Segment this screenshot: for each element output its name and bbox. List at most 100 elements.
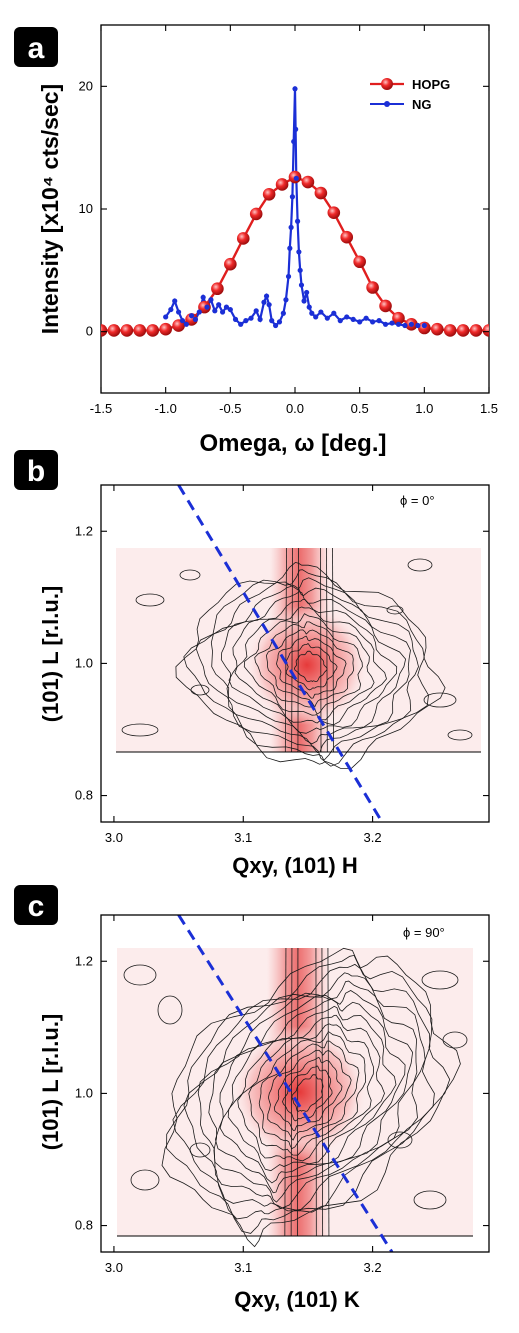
x-tick-label-a: -1.0 [154, 401, 176, 416]
ng-point [291, 138, 297, 145]
ng-point [216, 302, 222, 308]
dashed-guide-line-c [177, 915, 394, 1252]
hopg-point [275, 178, 289, 191]
x-tick-label-a: 0.5 [351, 401, 369, 416]
panel-b: b 3.0 3.1 3.2 0.8 1.0 1.2 ϕ = 0° Qxy, (101) H… [14, 450, 490, 878]
hopg-point [366, 281, 379, 294]
y-axis-label-b: (101) L [r.l.u.] [38, 586, 63, 723]
ng-point [298, 282, 305, 288]
x-tick-label-a: 1.5 [480, 401, 498, 416]
ng-point [370, 319, 376, 325]
hopg-point [211, 282, 224, 296]
y-tick-label-a: 20 [79, 78, 93, 93]
ng-point [196, 309, 202, 315]
ng-point [357, 319, 363, 325]
contour-lines-b [121, 547, 473, 769]
noise-contour [423, 692, 457, 708]
series-line-hopg [101, 175, 489, 332]
ridge-contour [326, 547, 328, 753]
ng-point [306, 304, 312, 310]
y-tick-label-a: 10 [79, 201, 93, 216]
ng-point [253, 308, 259, 314]
hopg-point [482, 324, 489, 337]
hopg-point [262, 187, 276, 201]
hopg-point [101, 324, 108, 337]
ng-point [363, 315, 369, 321]
ng-point [200, 294, 206, 300]
ng-point [301, 298, 307, 304]
y-tick-label-b: 0.8 [75, 788, 93, 803]
contour-ring [276, 635, 347, 699]
hopg-point [327, 206, 341, 219]
ng-point [283, 297, 289, 303]
ng-point [179, 318, 186, 324]
hopg-point [340, 230, 354, 244]
contour-ring [195, 577, 419, 762]
contour-ring [293, 650, 328, 683]
ng-point [257, 316, 263, 322]
y-tick-label-b: 1.2 [75, 523, 93, 538]
ng-point [318, 309, 324, 315]
hopg-point [120, 324, 134, 337]
hopg-point [456, 324, 470, 337]
ng-point [402, 322, 408, 329]
plot-area-a [101, 86, 489, 337]
panel-badge-c [14, 885, 58, 925]
ng-point [232, 316, 239, 322]
y-axis-label-a: Intensity [x10⁴ cts/sec] [37, 84, 63, 334]
panel-badge-a [14, 27, 58, 67]
ridge-contour [332, 547, 335, 753]
ng-point [350, 316, 356, 322]
contour-ring [265, 629, 355, 708]
panel-c: c 3.0 3.1 3.2 0.8 1.0 1.2 ϕ = 90° Qxy, (101) … [14, 885, 490, 1312]
ng-point [273, 322, 279, 329]
noise-contour [135, 593, 165, 607]
ng-point [287, 245, 293, 251]
phi-annotation-b: ϕ = 0° [400, 493, 435, 508]
x-tick-label-c: 3.0 [105, 1260, 123, 1275]
ridge-contour [284, 947, 287, 1237]
ng-point [168, 306, 174, 313]
contour-ring [220, 591, 407, 745]
hopg-point [146, 324, 160, 337]
ng-point [172, 298, 178, 304]
ng-point [292, 86, 298, 92]
contour-map-b [116, 485, 481, 822]
hopg-point [443, 324, 457, 337]
ng-point [294, 218, 301, 224]
y-tick-label-c: 0.8 [75, 1218, 93, 1233]
noise-contour [442, 1031, 468, 1049]
ng-point [293, 126, 299, 132]
x-tick-label-b: 3.2 [364, 830, 382, 845]
ng-point [266, 302, 272, 308]
hopg-point [159, 322, 172, 336]
ng-point [395, 321, 402, 327]
series-line-ng [164, 88, 425, 328]
noise-contour [407, 558, 433, 572]
noise-contour [447, 729, 473, 741]
y-axis-label-c: (101) L [r.l.u.] [38, 1014, 63, 1151]
ng-point [309, 310, 315, 316]
contour-ring [258, 1040, 360, 1150]
hopg-point [392, 311, 405, 325]
panel-badge-a-label: a [28, 32, 45, 65]
ng-point [331, 310, 337, 316]
contour-ring [183, 569, 429, 767]
hopg-point [430, 322, 444, 336]
ng-point [344, 314, 350, 320]
ridge-contour [284, 547, 287, 753]
ng-point [324, 315, 330, 321]
contour-ring [227, 1014, 385, 1172]
ng-point [276, 319, 283, 325]
ridge-contour [327, 947, 330, 1237]
ng-point [238, 321, 244, 327]
ng-point [408, 321, 414, 327]
contour-ring [175, 561, 446, 769]
ng-point [289, 194, 296, 200]
ng-point [243, 318, 249, 324]
ridge-contour [291, 547, 293, 753]
noise-contour [190, 684, 210, 696]
hopg-point [301, 175, 315, 189]
